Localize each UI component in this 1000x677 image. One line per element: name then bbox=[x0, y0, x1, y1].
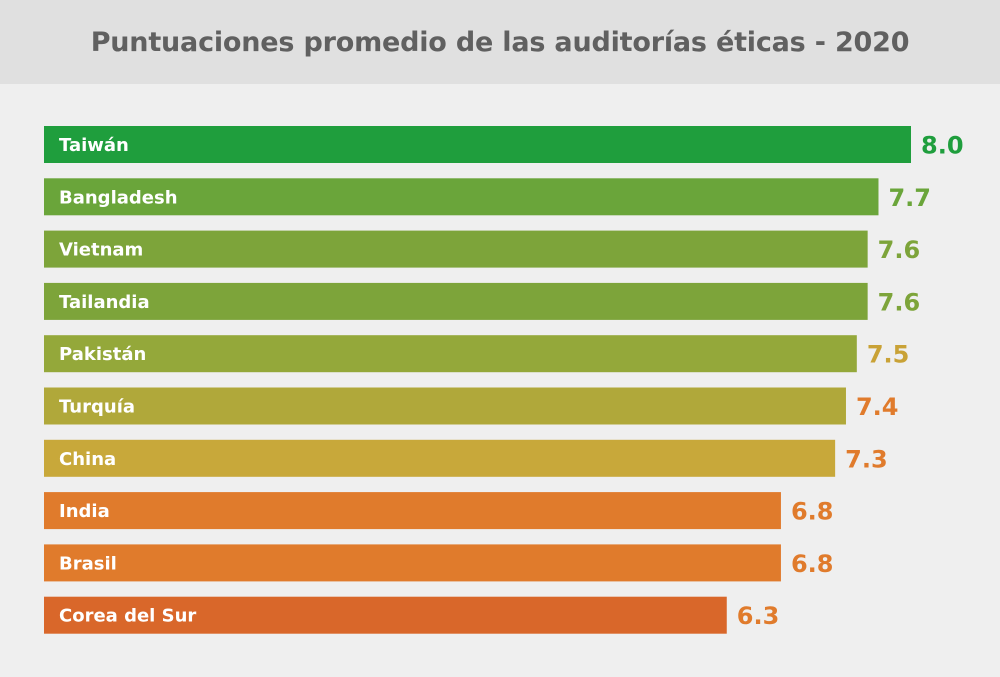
category-label: Pakistán bbox=[59, 344, 146, 365]
bar-group: Bangladesh 7.7 bbox=[44, 178, 931, 216]
bar bbox=[44, 492, 781, 530]
bar-group: China 7.3 bbox=[44, 439, 888, 477]
bar-group: Pakistán 7.5 bbox=[44, 335, 910, 373]
bar-group: Vietnam 7.6 bbox=[44, 230, 921, 268]
bar bbox=[44, 439, 836, 477]
bar bbox=[44, 282, 868, 320]
value-label: 7.7 bbox=[888, 184, 931, 212]
bar-group: Brasil 6.8 bbox=[44, 544, 834, 582]
bar-group: Turquía 7.4 bbox=[44, 387, 899, 425]
value-label: 7.6 bbox=[878, 236, 921, 264]
bar-group: India 6.8 bbox=[44, 492, 834, 530]
category-label: Turquía bbox=[59, 397, 135, 418]
bar bbox=[44, 387, 846, 425]
category-label: Brasil bbox=[59, 553, 117, 574]
bar-group: Corea del Sur 6.3 bbox=[44, 596, 780, 634]
value-label: 8.0 bbox=[921, 132, 964, 160]
value-label: 7.6 bbox=[878, 288, 921, 316]
value-label: 7.3 bbox=[845, 445, 888, 473]
value-label: 6.8 bbox=[791, 498, 834, 526]
category-label: Corea del Sur bbox=[59, 606, 196, 627]
bar-group: Tailandia 7.6 bbox=[44, 282, 921, 320]
category-label: Tailandia bbox=[59, 292, 150, 313]
bar bbox=[44, 544, 781, 582]
value-label: 6.3 bbox=[737, 602, 780, 630]
value-label: 6.8 bbox=[791, 550, 834, 578]
bar bbox=[44, 178, 879, 216]
category-label: Bangladesh bbox=[59, 187, 178, 208]
category-label: Vietnam bbox=[59, 240, 143, 261]
bar-group: Taiwán 8.0 bbox=[44, 126, 964, 163]
category-label: Taiwán bbox=[59, 135, 129, 156]
value-label: 7.4 bbox=[856, 393, 899, 421]
bar bbox=[44, 596, 727, 634]
category-label: China bbox=[59, 449, 116, 470]
bar bbox=[44, 230, 868, 268]
value-label: 7.5 bbox=[867, 341, 910, 369]
bar bbox=[44, 335, 857, 373]
category-label: India bbox=[59, 501, 110, 522]
chart-title: Puntuaciones promedio de las auditorías … bbox=[90, 26, 910, 58]
bar bbox=[44, 126, 911, 163]
chart-header: Puntuaciones promedio de las auditorías … bbox=[0, 0, 1000, 84]
